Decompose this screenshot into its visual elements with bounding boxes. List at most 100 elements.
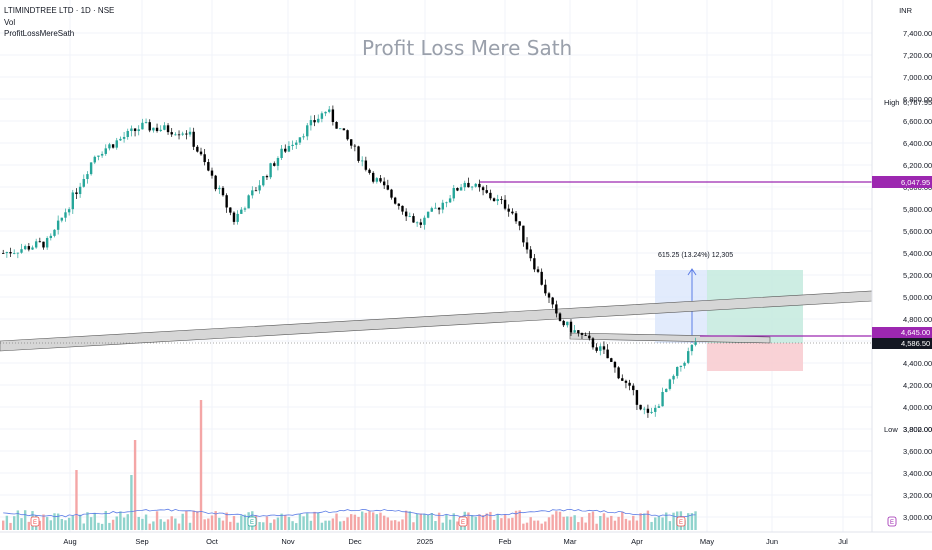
volume-bar	[214, 511, 217, 530]
price-tick-label: 5,400.00	[903, 249, 932, 258]
volume-bar	[573, 515, 576, 530]
price-candle	[423, 215, 426, 230]
volume-bar	[137, 516, 140, 530]
volume-bar	[595, 523, 598, 530]
price-candle	[580, 332, 584, 339]
volume-bar	[423, 513, 426, 530]
volume-bar	[580, 517, 584, 530]
volume-bar	[357, 516, 360, 530]
price-candle	[353, 144, 357, 152]
time-tick-label: Apr	[631, 537, 643, 546]
price-candle	[408, 212, 412, 218]
price-candle	[199, 147, 203, 156]
volume-bar	[75, 470, 78, 530]
volume-bar	[610, 515, 613, 530]
volume-indicator-label[interactable]: Vol	[4, 18, 16, 27]
currency-label[interactable]: INR	[899, 6, 912, 15]
stop-zone[interactable]	[707, 343, 803, 371]
price-candle	[368, 168, 371, 175]
price-candle	[386, 179, 390, 191]
volume-bar	[9, 522, 12, 530]
volume-bar	[474, 516, 477, 530]
volume-bar	[64, 520, 67, 530]
volume-bar	[522, 523, 525, 530]
price-candle	[544, 279, 547, 296]
volume-bar	[393, 520, 397, 530]
price-candle	[350, 139, 353, 149]
volume-bar	[518, 510, 521, 530]
volume-bar	[536, 520, 540, 530]
volume-bar	[42, 514, 45, 530]
price-candle	[207, 158, 210, 172]
volume-bar	[291, 521, 294, 530]
price-candle	[258, 180, 261, 194]
volume-bar	[606, 517, 609, 530]
price-candle	[412, 213, 415, 223]
price-candle	[507, 204, 510, 217]
price-candle	[518, 221, 521, 231]
price-candle	[20, 243, 23, 254]
price-candle	[650, 407, 653, 415]
price-candle	[547, 291, 551, 304]
price-candle	[533, 254, 536, 273]
volume-bar	[551, 514, 554, 530]
price-candle	[60, 217, 64, 223]
price-tick-label: 7,200.00	[903, 51, 932, 60]
price-candle	[45, 236, 49, 250]
time-axis[interactable]: Aug Sep Oct Nov Dec 2025 Feb Mar Apr May Jun Jul	[63, 537, 848, 546]
volume-bar	[544, 521, 547, 530]
price-tick-label: 6,600.00	[903, 117, 932, 126]
volume-bar	[45, 517, 49, 530]
volume-bar	[328, 520, 331, 530]
custom-indicator-label[interactable]: ProfitLossMereSath	[4, 29, 75, 38]
price-candle	[229, 207, 232, 216]
volume-bar	[104, 510, 107, 530]
volume-bar	[368, 511, 371, 530]
volume-bar	[375, 514, 379, 530]
svg-text:E: E	[679, 520, 683, 526]
volume-bar	[577, 522, 580, 530]
volume-bar	[621, 511, 624, 530]
volume-bar	[430, 512, 433, 530]
price-candle	[218, 185, 221, 194]
price-candle	[489, 189, 492, 201]
volume-bar	[331, 518, 335, 530]
volume-bar	[339, 521, 342, 530]
price-candle	[262, 175, 265, 187]
volume-bar	[82, 523, 85, 530]
volume-bar	[547, 517, 551, 530]
volume-bar	[639, 513, 642, 530]
price-candle	[562, 319, 565, 328]
low-value: 3,802.00	[903, 425, 932, 434]
volume-bar	[229, 521, 232, 530]
price-candle	[269, 162, 272, 180]
price-candle	[34, 238, 38, 249]
volume-bar	[60, 518, 64, 530]
symbol-title[interactable]: LTIMINDTREE LTD · 1D · NSE	[4, 6, 115, 15]
price-candle	[86, 171, 89, 184]
volume-bar	[672, 512, 675, 530]
time-tick-label: 2025	[417, 537, 434, 546]
price-candle	[379, 175, 382, 184]
price-tick-label: 4,400.00	[903, 359, 932, 368]
volume-bar	[371, 512, 375, 530]
volume-bar	[5, 515, 9, 530]
price-candle	[306, 122, 309, 141]
volume-bar	[694, 511, 697, 530]
price-candle	[540, 268, 543, 286]
price-candle	[668, 378, 672, 391]
price-candle	[599, 343, 602, 356]
price-candle	[31, 245, 34, 250]
volume-bar	[12, 516, 16, 530]
volume-bar	[382, 515, 386, 530]
price-candle	[452, 184, 455, 202]
volume-bar	[38, 520, 42, 530]
price-candle	[166, 123, 170, 135]
price-candle	[573, 324, 576, 333]
price-candle	[632, 383, 635, 396]
price-candle	[577, 329, 580, 337]
price-candle	[71, 189, 74, 214]
price-candle	[111, 143, 115, 149]
price-candle	[276, 156, 280, 171]
